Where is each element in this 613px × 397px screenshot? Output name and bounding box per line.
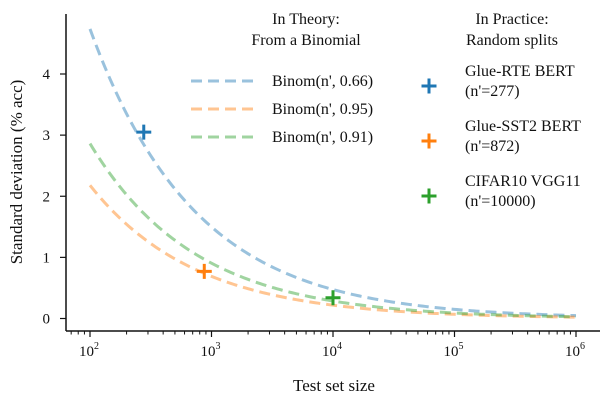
- practice-legend-label-2: CIFAR10 VGG11: [465, 173, 581, 190]
- y-tick-label-0: 0: [43, 312, 51, 328]
- x-tick-label-3: 105: [444, 341, 464, 360]
- practice-legend-label-0: Glue-RTE BERT: [465, 63, 575, 80]
- practice-legend-sublabel-0: (n'=277): [465, 83, 520, 100]
- practice-point-2: [325, 290, 341, 306]
- y-tick-label-4: 4: [43, 67, 51, 83]
- practice-legend-sublabel-1: (n'=872): [465, 138, 520, 155]
- y-tick-label-1: 1: [43, 250, 51, 266]
- x-tick-label-0: 102: [79, 341, 99, 360]
- theory-legend-title-line1: In Theory:: [272, 11, 340, 28]
- practice-legend: In Practice: Random splits Glue-RTE BERT…: [421, 11, 581, 210]
- theory-legend: In Theory: From a Binomial Binom(n', 0.6…: [191, 11, 373, 146]
- y-ticks: 0 1 2 3 4: [43, 67, 66, 328]
- theory-legend-title-line2: From a Binomial: [251, 32, 361, 49]
- x-ticks: 102 103 104 105 106: [70, 331, 585, 360]
- x-axis-label: Test set size: [293, 376, 375, 395]
- practice-markers: [136, 124, 341, 306]
- practice-legend-entries: Glue-RTE BERT (n'=277) Glue-SST2 BERT (n'=8…: [421, 63, 581, 210]
- practice-legend-sublabel-2: (n'=10000): [465, 193, 536, 210]
- theory-legend-entries: Binom(n', 0.66) Binom(n', 0.95) Binom(n', …: [191, 73, 373, 146]
- series-line-2: [88, 142, 577, 319]
- x-tick-label-2: 104: [322, 341, 342, 360]
- practice-legend-label-1: Glue-SST2 BERT: [465, 118, 581, 135]
- practice-legend-title-line1: In Practice:: [475, 11, 548, 28]
- theory-legend-label-1: Binom(n', 0.95): [272, 101, 373, 118]
- practice-point-1: [196, 263, 212, 279]
- practice-point-0: [136, 124, 152, 140]
- practice-legend-marker-0: [421, 78, 437, 94]
- series-line-0: [88, 28, 577, 318]
- theory-legend-label-2: Binom(n', 0.91): [272, 129, 373, 146]
- x-tick-label-1: 103: [201, 341, 221, 360]
- y-tick-label-3: 3: [43, 128, 51, 144]
- x-tick-label-4: 106: [565, 341, 585, 360]
- practice-legend-title-line2: Random splits: [466, 32, 558, 49]
- theory-legend-label-0: Binom(n', 0.66): [272, 73, 373, 90]
- practice-legend-marker-1: [421, 133, 437, 149]
- practice-legend-marker-2: [421, 188, 437, 204]
- y-tick-label-2: 2: [43, 189, 51, 205]
- y-axis-label: Standard deviation (% acc): [7, 80, 26, 265]
